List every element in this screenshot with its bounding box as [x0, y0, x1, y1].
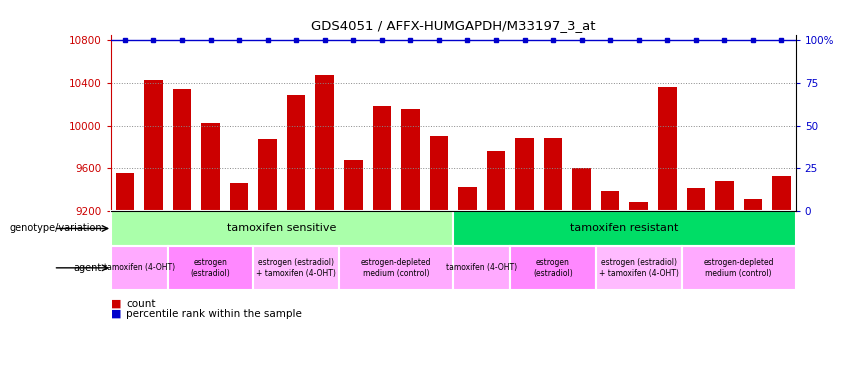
Text: count: count [126, 299, 156, 309]
Text: estrogen-depleted
medium (control): estrogen-depleted medium (control) [361, 258, 431, 278]
Text: ■: ■ [111, 299, 121, 309]
Bar [339, 246, 453, 290]
Text: estrogen
(estradiol): estrogen (estradiol) [191, 258, 231, 278]
Bar [573, 168, 591, 211]
Bar [111, 246, 168, 290]
Bar [511, 246, 596, 290]
Bar [287, 94, 306, 211]
Text: tamoxifen (4-OHT): tamoxifen (4-OHT) [446, 263, 517, 272]
Text: percentile rank within the sample: percentile rank within the sample [126, 309, 302, 319]
Text: estrogen
(estradiol): estrogen (estradiol) [534, 258, 573, 278]
Text: genotype/variation: genotype/variation [9, 223, 102, 233]
Bar [453, 246, 511, 290]
Text: estrogen (estradiol)
+ tamoxifen (4-OHT): estrogen (estradiol) + tamoxifen (4-OHT) [599, 258, 678, 278]
Text: tamoxifen sensitive: tamoxifen sensitive [227, 223, 337, 233]
Bar [111, 211, 453, 246]
Text: estrogen (estradiol)
+ tamoxifen (4-OHT): estrogen (estradiol) + tamoxifen (4-OHT) [256, 258, 336, 278]
Bar [116, 173, 134, 211]
Title: GDS4051 / AFFX-HUMGAPDH/M33197_3_at: GDS4051 / AFFX-HUMGAPDH/M33197_3_at [311, 19, 596, 32]
Bar [373, 106, 391, 211]
Bar [201, 123, 220, 211]
Bar [515, 138, 534, 211]
Bar [316, 75, 334, 211]
Bar [401, 109, 420, 211]
Text: estrogen-depleted
medium (control): estrogen-depleted medium (control) [703, 258, 774, 278]
Bar [596, 246, 682, 290]
Bar [230, 184, 248, 211]
Bar [658, 87, 677, 211]
Bar [430, 136, 448, 211]
Bar [715, 181, 734, 211]
Bar [544, 138, 563, 211]
Text: tamoxifen resistant: tamoxifen resistant [570, 223, 678, 233]
Bar [601, 191, 620, 211]
Bar [682, 246, 796, 290]
Text: ■: ■ [111, 309, 121, 319]
Bar [744, 199, 762, 211]
Bar [168, 246, 254, 290]
Bar [687, 188, 705, 211]
Bar [458, 187, 477, 211]
Bar [630, 202, 648, 211]
Bar [453, 211, 796, 246]
Bar [173, 89, 191, 211]
Bar [144, 79, 163, 211]
Bar [487, 151, 505, 211]
Bar [254, 246, 339, 290]
Bar [259, 139, 277, 211]
Text: agent: agent [74, 263, 102, 273]
Bar [344, 160, 363, 211]
Text: tamoxifen (4-OHT): tamoxifen (4-OHT) [104, 263, 174, 272]
Bar [772, 176, 791, 211]
